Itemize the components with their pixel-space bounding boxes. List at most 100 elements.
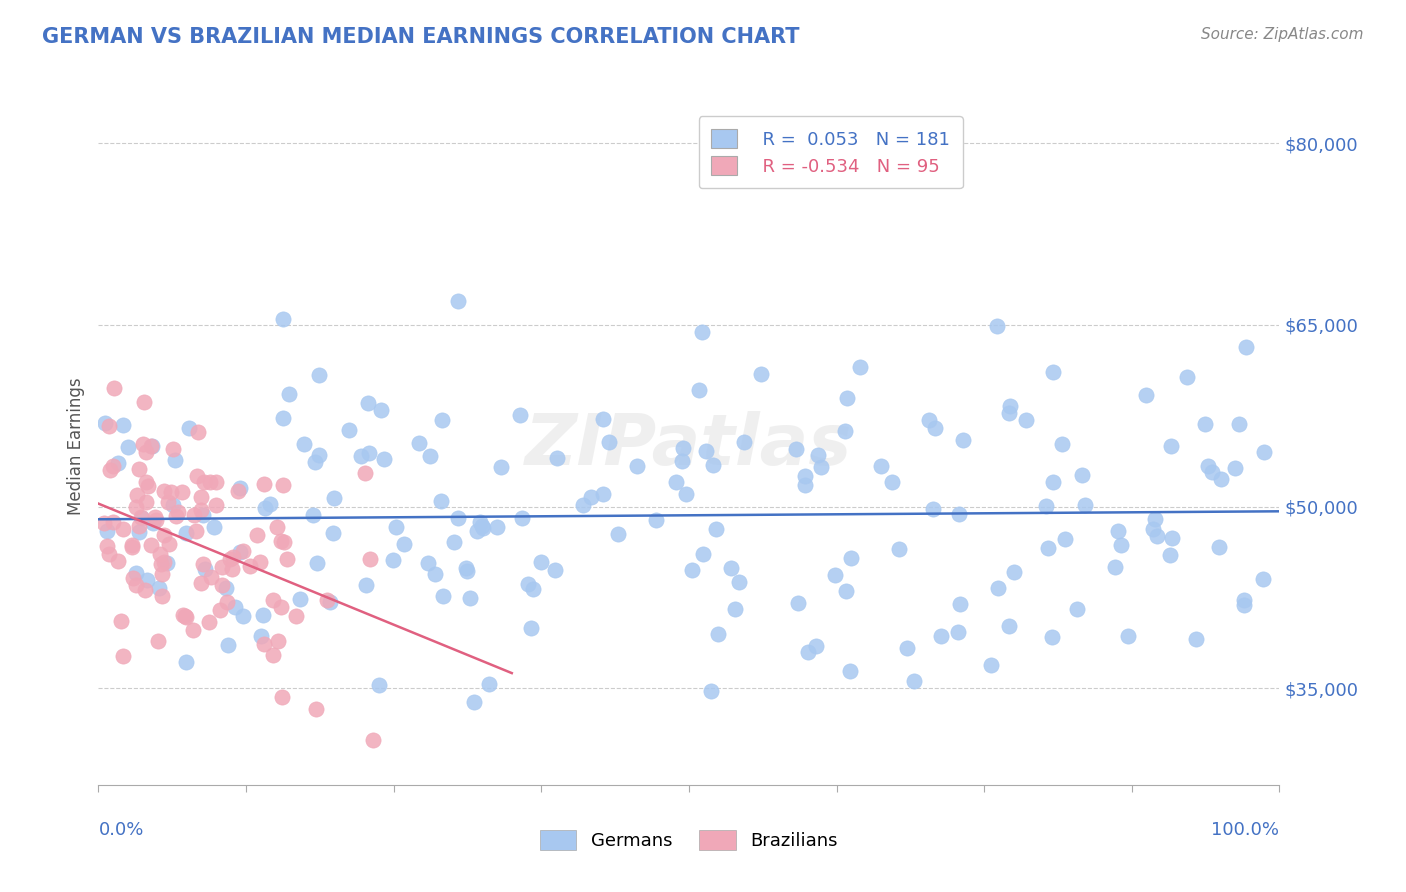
Point [432, 413, 454, 427]
Point [319, 595, 342, 609]
Point [882, 475, 904, 490]
Point [1146, 529, 1168, 543]
Point [1144, 512, 1167, 526]
Point [1042, 475, 1064, 490]
Point [952, 433, 974, 447]
Point [357, 446, 380, 460]
Point [107, 553, 129, 567]
Point [141, 538, 163, 552]
Point [665, 475, 688, 489]
Point [887, 542, 910, 557]
Point [304, 455, 326, 469]
Point [728, 574, 751, 589]
Point [1050, 437, 1073, 451]
Point [724, 602, 747, 616]
Point [456, 564, 478, 578]
Point [356, 395, 378, 409]
Point [128, 524, 150, 539]
Point [136, 478, 159, 492]
Point [98, 547, 121, 561]
Point [266, 520, 288, 534]
Point [804, 639, 827, 653]
Point [471, 521, 494, 535]
Point [205, 475, 228, 489]
Point [135, 445, 157, 459]
Point [998, 619, 1021, 633]
Point [986, 318, 1008, 333]
Point [190, 490, 212, 504]
Point [607, 527, 630, 541]
Point [572, 498, 595, 512]
Point [354, 578, 377, 592]
Point [145, 513, 167, 527]
Point [1201, 465, 1223, 479]
Point [187, 425, 209, 440]
Point [392, 536, 415, 550]
Text: 100.0%: 100.0% [1212, 821, 1279, 838]
Point [128, 462, 150, 476]
Point [598, 435, 620, 450]
Point [520, 621, 543, 635]
Point [121, 540, 143, 554]
Point [478, 677, 501, 691]
Point [794, 478, 817, 492]
Point [350, 450, 373, 464]
Point [443, 534, 465, 549]
Point [135, 573, 157, 587]
Point [1160, 439, 1182, 453]
Point [191, 557, 214, 571]
Point [1142, 522, 1164, 536]
Point [112, 522, 135, 536]
Point [429, 493, 451, 508]
Point [162, 442, 184, 457]
Point [323, 491, 346, 505]
Point [458, 591, 481, 605]
Point [284, 609, 307, 624]
Point [186, 469, 208, 483]
Point [1053, 532, 1076, 546]
Point [96, 539, 118, 553]
Point [200, 570, 222, 584]
Point [134, 582, 156, 597]
Point [111, 418, 134, 433]
Point [1002, 565, 1025, 579]
Point [246, 528, 269, 542]
Point [671, 453, 693, 467]
Text: 0.0%: 0.0% [98, 821, 143, 838]
Point [849, 360, 872, 375]
Point [273, 534, 295, 549]
Point [1253, 445, 1275, 459]
Point [1197, 459, 1219, 474]
Point [373, 452, 395, 467]
Point [1015, 413, 1038, 427]
Point [149, 558, 172, 572]
Point [675, 486, 697, 500]
Point [1234, 340, 1257, 354]
Point [700, 684, 723, 698]
Point [132, 436, 155, 450]
Point [194, 562, 217, 576]
Point [948, 624, 970, 639]
Point [1040, 631, 1063, 645]
Point [94, 416, 117, 430]
Point [733, 434, 755, 449]
Point [749, 367, 772, 381]
Text: Source: ZipAtlas.com: Source: ZipAtlas.com [1201, 27, 1364, 42]
Point [1035, 499, 1057, 513]
Point [471, 518, 494, 533]
Point [308, 368, 330, 383]
Point [252, 608, 274, 623]
Point [271, 478, 294, 492]
Legend: Germans, Brazilians: Germans, Brazilians [533, 823, 845, 857]
Point [103, 381, 125, 395]
Point [302, 508, 325, 522]
Point [117, 440, 139, 454]
Point [204, 499, 226, 513]
Point [1104, 559, 1126, 574]
Point [183, 508, 205, 522]
Point [381, 553, 404, 567]
Point [262, 592, 284, 607]
Point [127, 488, 149, 502]
Point [253, 477, 276, 491]
Point [454, 560, 477, 574]
